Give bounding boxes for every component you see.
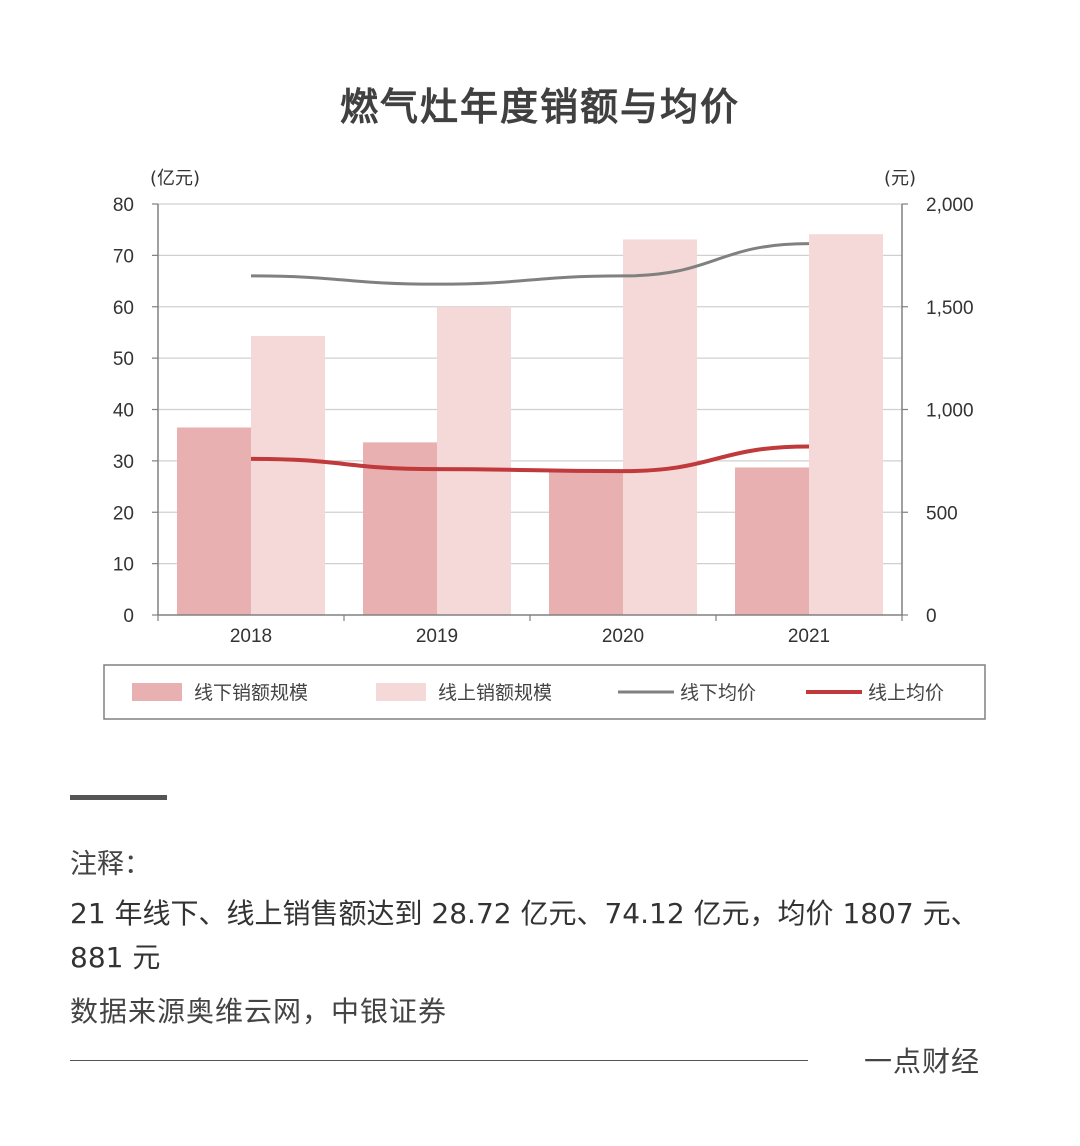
right-tick-label: 1,500: [926, 298, 974, 319]
x-tick-label: 2018: [230, 626, 272, 647]
chart-title: 燃气灶年度销额与均价: [339, 85, 740, 129]
footer-divider: [70, 1060, 808, 1061]
left-tick-label: 40: [113, 401, 134, 422]
left-axis-unit: (亿元): [150, 168, 200, 189]
legend: 线下销额规模 线上销额规模 线下均价 线上均价: [103, 664, 986, 720]
left-tick-label: 70: [113, 246, 134, 267]
axes: 0 10 20 30 40 50 60 70 80 0 500 1,000 1,500 2,000 2018…: [113, 195, 974, 647]
chart: (亿元) (元) 0 10 20 30 40 50 60 70 80 0 500 1,000 1,500…: [103, 168, 986, 720]
data-source: 数据来源奥维云网，中银证券: [70, 995, 448, 1028]
section-divider: [70, 795, 167, 800]
line-online-price: [250, 444, 810, 474]
bar-offline-2020: [549, 471, 623, 615]
note-body: 21 年线下、线上销售额达到 28.72 亿元、74.12 亿元，均价 1807…: [70, 897, 979, 974]
bars: [177, 234, 883, 615]
left-tick-label: 80: [113, 195, 134, 216]
bar-offline-2019: [363, 442, 437, 615]
line-offline-price: [250, 242, 810, 286]
right-tick-label: 0: [926, 606, 937, 627]
right-axis-unit: (元): [884, 168, 916, 189]
x-tick-label: 2019: [416, 626, 458, 647]
legend-label: 线下均价: [680, 682, 756, 704]
note-label: 注释：: [70, 849, 151, 880]
left-tick-label: 10: [113, 555, 134, 576]
bar-online-2018: [251, 336, 325, 615]
x-tick-label: 2020: [602, 626, 644, 647]
right-tick-label: 500: [926, 503, 958, 524]
legend-swatch: [376, 683, 426, 701]
bar-online-2019: [437, 306, 511, 615]
left-tick-label: 20: [113, 503, 134, 524]
left-tick-label: 50: [113, 349, 134, 370]
legend-label: 线下销额规模: [194, 682, 308, 704]
legend-label: 线上销额规模: [438, 682, 552, 704]
legend-label: 线上均价: [868, 682, 944, 704]
bar-offline-2021: [735, 467, 809, 615]
left-tick-label: 30: [113, 452, 134, 473]
right-tick-label: 1,000: [926, 401, 974, 422]
legend-swatch: [132, 683, 182, 701]
brand-name: 一点财经: [864, 1045, 981, 1078]
lines: [250, 242, 810, 474]
bar-offline-2018: [177, 427, 251, 615]
bar-online-2021: [809, 234, 883, 615]
x-tick-label: 2021: [788, 626, 830, 647]
left-tick-label: 0: [123, 606, 134, 627]
left-tick-label: 60: [113, 298, 134, 319]
bar-online-2020: [623, 239, 697, 615]
right-tick-label: 2,000: [926, 195, 974, 216]
